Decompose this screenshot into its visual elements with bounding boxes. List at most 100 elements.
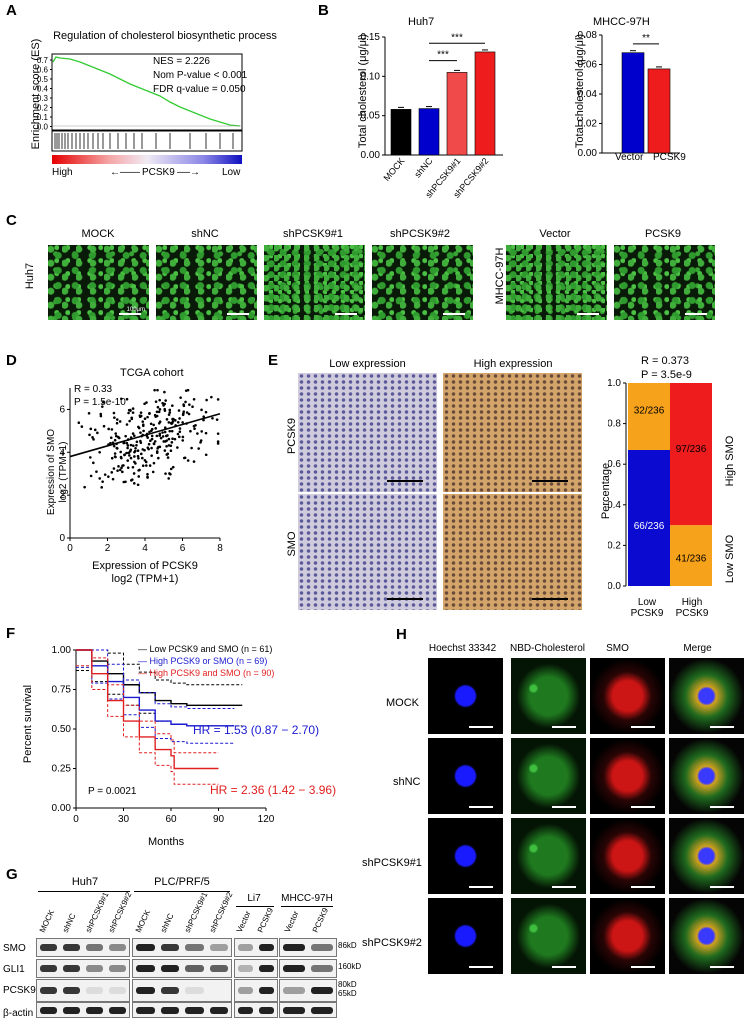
scatter-point <box>119 455 123 459</box>
scalebar <box>469 726 493 728</box>
scatter-point <box>184 389 188 392</box>
scatter-point <box>205 398 208 402</box>
gsea-fdr: FDR q-value = 0.050 <box>153 84 246 95</box>
scatter-point <box>119 450 122 454</box>
c-image-mock: 100μm <box>48 245 149 320</box>
blot-band <box>40 944 57 951</box>
scatter-point <box>156 405 160 409</box>
legend-low-text: Low PCSK9 and SMO (n = 61) <box>149 644 273 654</box>
blot-band <box>209 1006 228 1014</box>
scatter-point <box>153 388 156 392</box>
b1-title: Huh7 <box>408 16 435 28</box>
scatter-point <box>99 414 103 418</box>
f-pvalue: P = 0.0021 <box>88 786 137 797</box>
scatter-point <box>167 444 171 447</box>
g-lane-label: shNC <box>158 912 176 934</box>
scatter-point <box>155 410 159 414</box>
scatter-point <box>110 456 114 460</box>
if-image <box>669 898 744 974</box>
if-image <box>511 738 586 814</box>
d-xtick-label: 6 <box>180 543 186 554</box>
c-scalebar-text: 100μm <box>126 307 145 313</box>
g-lane-label: shPCSK9#2 <box>207 890 235 934</box>
scalebar <box>710 966 734 968</box>
g-lane-label: shPCSK9#2 <box>106 890 133 934</box>
scatter-point <box>138 415 142 419</box>
scatter-point <box>154 427 158 430</box>
c-label-shpcsk9-1: shPCSK9#1 <box>283 228 343 240</box>
blot-band <box>109 944 126 951</box>
scatter-point <box>125 441 129 445</box>
scatter-point <box>184 400 187 404</box>
scalebar <box>335 313 357 315</box>
blot-band <box>160 987 179 994</box>
scatter-point <box>202 415 205 418</box>
scatter-point <box>181 435 185 439</box>
scatter-point <box>148 430 151 434</box>
scatter-point <box>102 424 106 428</box>
g-group-plc: PLC/PRF/5 <box>154 876 210 888</box>
scatter-point <box>176 446 179 449</box>
b2-ytick-label: 0.08 <box>578 30 598 41</box>
scatter-point <box>171 437 174 441</box>
blot-band <box>238 1006 253 1014</box>
scatter-point <box>169 421 173 425</box>
blot-strip <box>279 959 337 978</box>
f-ytick-label: 0.00 <box>52 803 72 814</box>
e-xlabel-high: High PCSK9 <box>668 597 716 619</box>
d-ylabel-1: Expression of SMO <box>46 428 57 516</box>
scatter-point <box>135 443 138 447</box>
scatter-point <box>87 411 91 415</box>
scatter-point <box>156 388 159 392</box>
e-x2b: PCSK9 <box>675 608 709 619</box>
scatter-point <box>155 434 159 438</box>
g-kd-160: 160kD <box>338 962 362 971</box>
scalebar <box>227 313 249 315</box>
blot-band <box>40 987 57 994</box>
blot-band <box>109 1006 126 1014</box>
scatter-point <box>128 454 131 457</box>
h-row-shpcsk9-2: shPCSK9#2 <box>362 937 422 949</box>
scatter-point <box>83 485 86 489</box>
e-col-high: High expression <box>473 358 553 370</box>
scatter-point <box>171 420 175 423</box>
scatter-point <box>141 424 145 428</box>
scatter-point <box>110 471 114 474</box>
blot-strip <box>132 1002 232 1018</box>
e-seg-highpcsk9-highsmo <box>670 383 712 526</box>
scalebar <box>552 886 576 888</box>
scatter-point <box>134 462 137 465</box>
b1-bar <box>446 72 468 156</box>
mhcc-bar-chart: 0.00 0.02 0.04 0.06 0.08 ** <box>578 30 680 159</box>
scatter-point <box>197 447 200 450</box>
d-xtick-label: 8 <box>217 543 223 554</box>
km-ci-upper <box>76 649 219 754</box>
scatter-point <box>150 437 154 441</box>
blot-band <box>160 944 179 951</box>
gsea-axis-low: Low <box>222 167 241 178</box>
blot-band <box>63 965 80 972</box>
scatter-point <box>204 410 208 414</box>
g-group-li7: Li7 <box>247 893 261 904</box>
scatter-point <box>148 411 151 415</box>
scatter-point <box>89 427 93 431</box>
scatter-point <box>157 410 161 414</box>
blot-band <box>136 944 155 951</box>
scatter-point <box>168 408 172 412</box>
scatter-point <box>137 456 140 460</box>
scatter-point <box>139 441 143 444</box>
blot-band <box>160 1006 179 1014</box>
b1-sig-2: *** <box>451 32 463 43</box>
scatter-point <box>216 442 220 445</box>
scatter-point <box>124 434 127 438</box>
scatter-point <box>113 416 116 419</box>
if-image <box>428 898 503 974</box>
scatter-point <box>96 431 99 435</box>
blot-strip <box>36 979 130 1002</box>
e-xlabel-low: Low PCSK9 <box>627 597 667 619</box>
h-col-hoechst: Hoechst 33342 <box>428 643 497 654</box>
legend-high: — High PCSK9 and SMO (n = 90) <box>138 667 274 679</box>
scatter-point <box>168 411 172 414</box>
blot-band <box>238 965 253 972</box>
panel-label-g: G <box>6 866 18 883</box>
